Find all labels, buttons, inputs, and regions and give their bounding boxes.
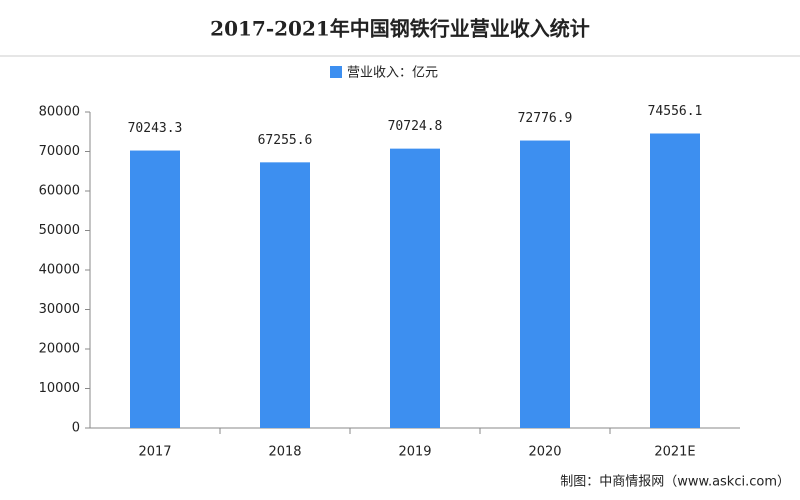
y-tick-label: 50000: [39, 223, 80, 238]
y-tick-label: 0: [72, 421, 80, 436]
value-label: 70243.3: [128, 121, 183, 136]
value-label: 72776.9: [518, 111, 573, 126]
y-tick-label: 20000: [39, 342, 80, 357]
x-tick-label: 2017: [138, 445, 171, 460]
y-tick-label: 70000: [39, 144, 80, 159]
y-tick-label: 60000: [39, 184, 80, 199]
bar: [390, 148, 440, 429]
x-tick-label: 2020: [528, 445, 561, 460]
y-tick-label: 30000: [39, 302, 80, 317]
chart-title: 2017-2021年中国钢铁行业营业收入统计: [210, 17, 590, 41]
x-tick-label: 2019: [398, 445, 431, 460]
y-tick-label: 80000: [39, 105, 80, 120]
x-tick-label: 2021E: [654, 445, 695, 460]
value-label: 67255.6: [258, 133, 313, 148]
bar: [650, 133, 700, 428]
source-note: 制图：中商情报网（www.askci.com）: [560, 475, 790, 490]
legend-label: 营业收入：亿元: [347, 66, 438, 81]
y-tick-label: 10000: [39, 381, 80, 396]
bar: [520, 140, 570, 428]
bar: [130, 150, 180, 428]
bar: [260, 162, 310, 428]
value-label: 70724.8: [388, 119, 443, 134]
legend-swatch: [330, 66, 342, 78]
x-tick-label: 2018: [268, 445, 301, 460]
y-tick-label: 40000: [39, 263, 80, 278]
value-label: 74556.1: [648, 104, 703, 119]
